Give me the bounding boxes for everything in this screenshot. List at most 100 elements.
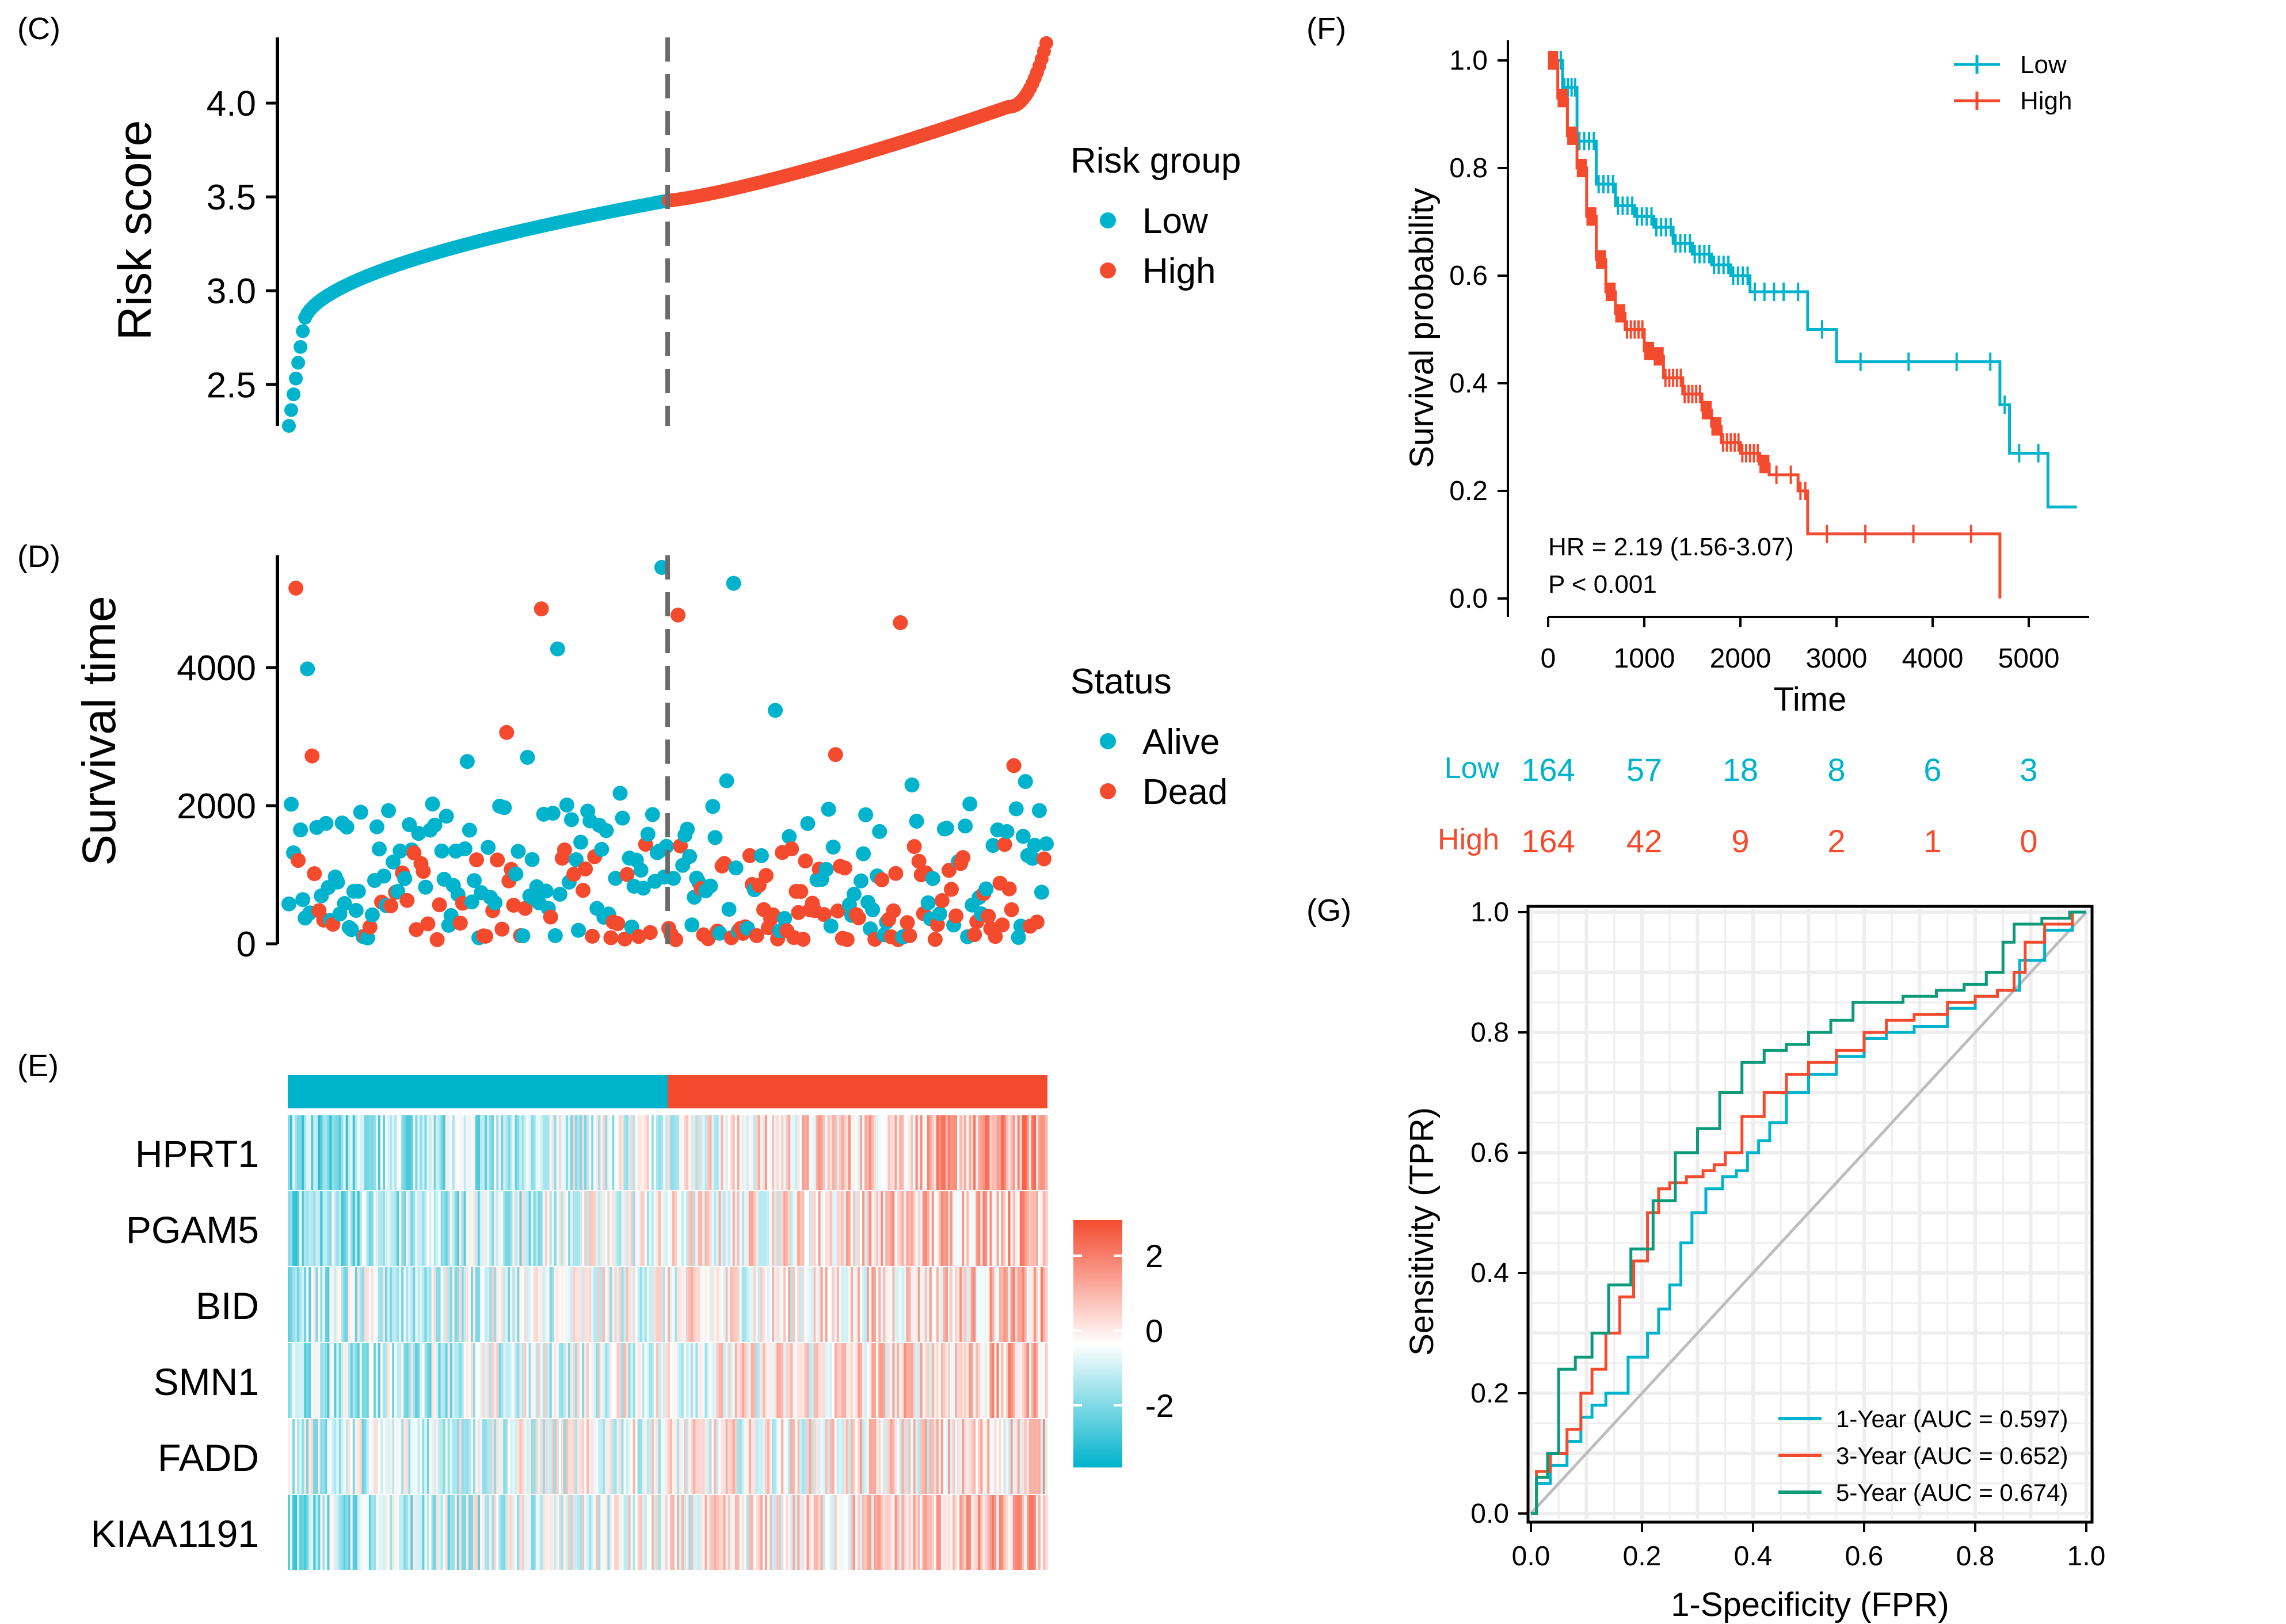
survival-point-alive	[1018, 774, 1033, 789]
heatmap-cell	[651, 1115, 654, 1190]
heatmap-cell	[612, 1115, 615, 1190]
heatmap-cell	[915, 1267, 919, 1342]
heatmap-cell	[399, 1495, 402, 1570]
heatmap-cell	[871, 1343, 874, 1418]
heatmap-cell	[357, 1495, 360, 1570]
heatmap-cell	[600, 1267, 603, 1342]
heatmap-cell	[492, 1267, 494, 1342]
heatmap-cell	[709, 1419, 713, 1494]
heatmap-cell	[600, 1115, 603, 1190]
heatmap-cell	[1031, 1115, 1034, 1190]
roc-curve-3-year	[1531, 910, 2086, 1515]
heatmap-cell	[839, 1191, 842, 1266]
heatmap-cell	[549, 1419, 553, 1494]
heatmap-cell	[760, 1267, 763, 1342]
heatmap-cell	[463, 1419, 467, 1494]
heatmap-cell	[850, 1267, 854, 1342]
heatmap-cell	[976, 1419, 978, 1494]
heatmap-cell	[375, 1267, 379, 1342]
heatmap-cell	[413, 1115, 416, 1190]
heatmap-cell	[468, 1343, 471, 1418]
heatmap-cell	[959, 1267, 962, 1342]
heatmap-cell	[836, 1495, 840, 1570]
heatmap-cell	[406, 1115, 409, 1190]
heatmap-cell	[704, 1267, 708, 1342]
heatmap-cell	[478, 1343, 481, 1418]
heatmap-cell	[558, 1495, 562, 1570]
risk-point-low	[294, 340, 308, 354]
heatmap-cell	[538, 1115, 541, 1190]
gene-label-smn1: SMN1	[154, 1360, 259, 1403]
heatmap-cell	[415, 1495, 418, 1570]
heatmap-cell	[524, 1495, 527, 1570]
heatmap-cell	[397, 1267, 399, 1342]
heatmap-cell	[825, 1495, 828, 1570]
heatmap-cell	[593, 1115, 596, 1190]
survival-point-alive	[515, 928, 531, 944]
heatmap-cell	[394, 1115, 397, 1190]
panel-c-ylabel: Risk score	[109, 120, 161, 341]
heatmap-cell	[485, 1191, 487, 1266]
heatmap-cell	[741, 1495, 745, 1570]
heatmap-cell	[540, 1191, 543, 1266]
heatmap-cell	[443, 1191, 446, 1266]
heatmap-cell	[904, 1343, 907, 1418]
heatmap-cell	[580, 1495, 582, 1570]
heatmap-cell	[734, 1191, 738, 1266]
survival-point-alive	[612, 786, 628, 801]
heatmap-cell	[660, 1191, 664, 1266]
heatmap-cell	[811, 1419, 814, 1494]
heatmap-cell	[1010, 1495, 1014, 1570]
heatmap-cell	[994, 1343, 997, 1418]
heatmap-cell	[318, 1419, 321, 1494]
heatmap-cell	[841, 1343, 844, 1418]
heatmap-cell	[668, 1343, 670, 1418]
heatmap-cell	[936, 1115, 939, 1190]
panel-g-ytick-label: 0.4	[1470, 1258, 1509, 1288]
heatmap-cell	[915, 1419, 919, 1494]
heatmap-cell	[827, 1267, 830, 1342]
heatmap-cell	[580, 1267, 582, 1342]
heatmap-cell	[540, 1495, 543, 1570]
heatmap-cell	[841, 1115, 844, 1190]
heatmap-cell	[603, 1267, 605, 1342]
heatmap-cell	[772, 1115, 775, 1190]
heatmap-cell	[962, 1343, 965, 1418]
heatmap-cell	[554, 1115, 557, 1190]
heatmap-cell	[325, 1115, 328, 1190]
heatmap-cell	[677, 1191, 680, 1266]
heatmap-cell	[906, 1343, 909, 1418]
heatmap-cell	[290, 1267, 293, 1342]
heatmap-cell	[936, 1267, 939, 1342]
heatmap-cell	[955, 1267, 958, 1342]
heatmap-cell	[1024, 1343, 1027, 1418]
heatmap-cell	[665, 1267, 668, 1342]
heatmap-cell	[616, 1343, 620, 1418]
heatmap-cell	[855, 1419, 858, 1494]
heatmap-cell	[547, 1115, 550, 1190]
heatmap-cell	[482, 1495, 485, 1570]
heatmap-cell	[947, 1267, 951, 1342]
heatmap-cell	[999, 1267, 1002, 1342]
heatmap-cell	[584, 1191, 587, 1266]
heatmap-cell	[934, 1115, 937, 1190]
heatmap-cell	[732, 1267, 736, 1342]
heatmap-cell	[299, 1495, 302, 1570]
heatmap-cell	[417, 1267, 420, 1342]
heatmap-cell	[304, 1343, 307, 1418]
heatmap-cell	[621, 1495, 624, 1570]
heatmap-cell	[994, 1115, 997, 1190]
heatmap-cell	[904, 1115, 907, 1190]
heatmap-cell	[327, 1115, 330, 1190]
heatmap-cell	[343, 1115, 346, 1190]
heatmap-cell	[848, 1495, 851, 1570]
heatmap-cell	[883, 1115, 886, 1190]
heatmap-cell	[892, 1191, 895, 1266]
heatmap-cell	[845, 1343, 849, 1418]
risk-table-cell: 8	[1827, 752, 1845, 788]
heatmap-cell	[702, 1191, 705, 1266]
heatmap-cell	[811, 1495, 814, 1570]
heatmap-cell	[670, 1191, 673, 1266]
survival-point-alive	[337, 896, 352, 912]
